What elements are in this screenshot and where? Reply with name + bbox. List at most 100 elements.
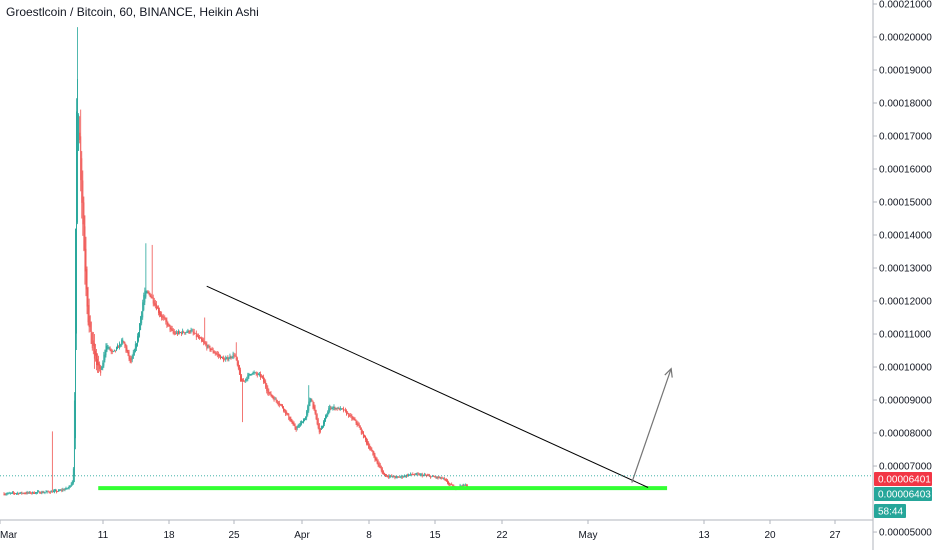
price-tick-label: 0.00008000 — [879, 429, 932, 440]
candle-body — [412, 474, 414, 475]
candle-body — [218, 354, 220, 356]
candle-body — [365, 435, 366, 441]
candle-body — [149, 292, 151, 297]
candle-body — [268, 390, 270, 394]
candle-body — [237, 361, 239, 369]
candle-body — [44, 492, 46, 493]
candle-body — [94, 350, 96, 356]
candle-body — [122, 339, 124, 343]
candle-body — [220, 355, 221, 360]
candle-body — [100, 366, 102, 374]
candle-body — [6, 493, 8, 495]
candle-body — [133, 349, 135, 356]
candle-body — [38, 491, 40, 493]
candle-body — [403, 475, 405, 477]
candle-body — [199, 337, 200, 339]
candle-body — [316, 414, 318, 425]
candle-body — [39, 491, 41, 494]
last-price-badge-bg — [874, 472, 932, 486]
time-tick-label: 13 — [698, 530, 710, 541]
candle-body — [97, 359, 98, 366]
candle-body — [338, 408, 340, 411]
time-tick-label: 20 — [764, 530, 776, 541]
time-tick-label: 22 — [496, 530, 508, 541]
candle-body — [106, 345, 108, 351]
candle-body — [148, 292, 150, 294]
candle-body — [18, 493, 20, 495]
candle-body — [57, 491, 59, 493]
candle-body — [186, 331, 188, 333]
candle-body — [101, 366, 103, 370]
candle-body — [175, 332, 177, 334]
candle-body — [413, 474, 415, 476]
candle-body — [262, 375, 263, 378]
candle-body — [342, 408, 344, 411]
candle-body — [388, 476, 390, 478]
drawings — [0, 285, 873, 491]
candle-body — [250, 374, 252, 375]
candle-body — [111, 350, 113, 353]
candle-body — [294, 424, 296, 430]
candle-body — [4, 494, 6, 496]
candle-body — [285, 409, 287, 415]
candle-body — [282, 404, 283, 409]
price-tick-label: 0.00014000 — [879, 231, 932, 242]
candle-body — [309, 398, 311, 407]
candle-body — [254, 372, 256, 374]
candle-body — [201, 338, 203, 341]
candle-body — [350, 415, 352, 417]
price-tick-label: 0.00007000 — [879, 462, 932, 473]
candle-body — [103, 354, 105, 366]
candle-body — [64, 488, 66, 490]
candle-body — [63, 489, 65, 491]
candle-body — [434, 476, 436, 478]
candle-body — [40, 492, 42, 494]
candle-body — [442, 478, 444, 479]
candle-body — [438, 477, 440, 479]
candle-body — [210, 348, 212, 351]
candle-body — [25, 493, 27, 495]
candle-body — [374, 454, 376, 461]
candle-body — [41, 491, 43, 494]
candle-body — [391, 475, 393, 477]
candle-body — [110, 349, 112, 352]
candle-body — [28, 491, 30, 493]
candle-body — [47, 491, 49, 493]
candlestick-series — [3, 27, 468, 496]
candle-body — [88, 305, 90, 328]
candle-body — [376, 458, 378, 463]
candle-body — [23, 492, 25, 494]
candle-body — [82, 180, 84, 225]
candle-body — [165, 318, 167, 322]
candle-body — [315, 409, 317, 420]
candle-body — [58, 490, 60, 492]
candle-body — [195, 333, 197, 338]
candle-body — [134, 344, 136, 353]
candle-body — [431, 476, 433, 478]
price-tick-label: 0.00016000 — [879, 165, 932, 176]
candle-body — [303, 419, 304, 423]
countdown-badge-bg — [874, 504, 906, 518]
candle-body — [119, 343, 121, 348]
candle-body — [27, 492, 29, 494]
candle-body — [228, 358, 230, 360]
candle-body — [188, 330, 190, 333]
candle-body — [430, 475, 432, 478]
candle-body — [437, 477, 439, 478]
candle-body — [172, 329, 174, 334]
candle-body — [402, 476, 404, 478]
price-tick-label: 0.00009000 — [879, 396, 932, 407]
candle-body — [52, 491, 54, 493]
candle-body — [436, 476, 438, 478]
candle-body — [329, 405, 331, 412]
candle-body — [399, 476, 401, 478]
candle-body — [166, 320, 168, 326]
candle-body — [211, 349, 213, 351]
candle-body — [9, 492, 11, 494]
candle-body — [34, 493, 35, 494]
candle-body — [328, 408, 330, 415]
price-tick-label: 0.00013000 — [879, 264, 932, 275]
candle-body — [37, 491, 39, 493]
candle-body — [227, 357, 229, 361]
